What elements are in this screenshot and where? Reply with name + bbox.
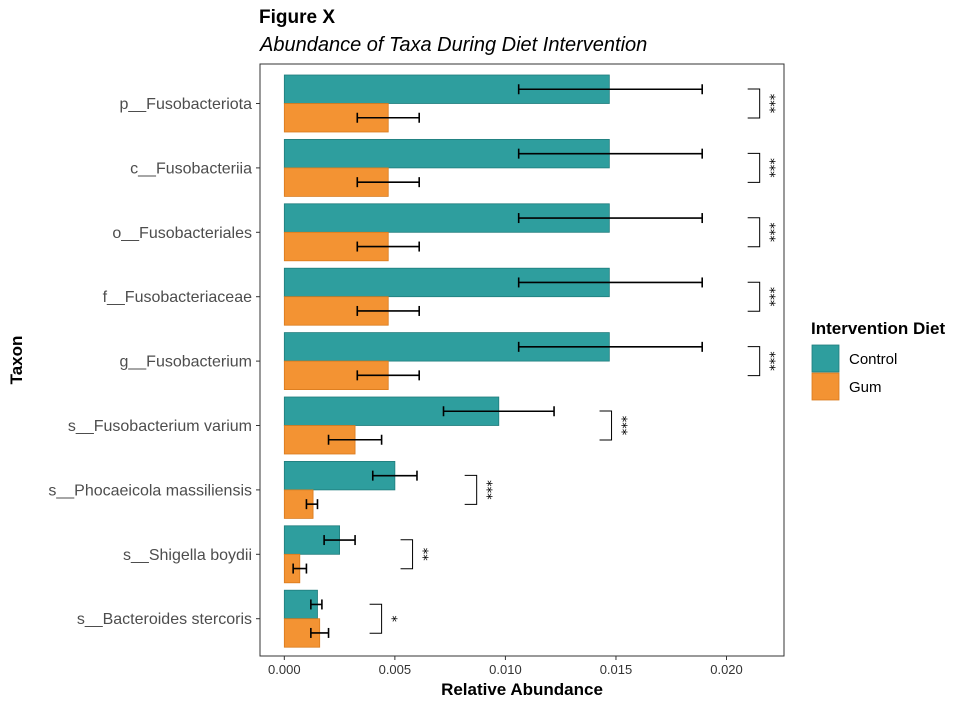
significance-bracket: [747, 88, 761, 119]
significance-label: **: [415, 548, 430, 562]
y-axis-title: Taxon: [7, 336, 26, 385]
significance-label: ***: [479, 480, 494, 500]
legend-title: Intervention Diet: [811, 319, 945, 338]
bar-gum: [283, 231, 389, 262]
significance-label: ***: [762, 223, 777, 243]
x-tick-label: 0.005: [379, 662, 412, 677]
y-tick-label: c__Fusobacteriia: [130, 160, 252, 177]
chart-title: Figure X: [259, 7, 335, 28]
significance-label: ***: [762, 287, 777, 307]
y-tick-label: s__Phocaeicola massiliensis: [48, 482, 252, 499]
x-axis-title: Relative Abundance: [441, 680, 603, 699]
significance-bracket: [747, 152, 761, 183]
significance-bracket: [747, 346, 761, 377]
y-tick-label: s__Shigella boydii: [123, 547, 252, 564]
y-tick-label: s__Fusobacterium varium: [68, 418, 252, 435]
significance-bracket: [400, 539, 414, 570]
significance-bracket: [747, 281, 761, 312]
significance-label: ***: [614, 416, 629, 436]
significance-bracket: [747, 217, 761, 248]
x-tick-label: 0.015: [600, 662, 633, 677]
legend-swatch-gum: [811, 372, 840, 401]
y-tick-label: s__Bacteroides stercoris: [77, 611, 252, 628]
y-tick-label: f__Fusobacteriaceae: [103, 289, 253, 306]
chart-marks: ************************: [283, 74, 777, 648]
significance-label: *: [384, 615, 399, 622]
significance-label: ***: [762, 351, 777, 371]
legend-label-gum: Gum: [849, 379, 882, 396]
chart-subtitle: Abundance of Taxa During Diet Interventi…: [259, 34, 647, 56]
y-tick-label: p__Fusobacteriota: [119, 96, 252, 113]
y-axis: p__Fusobacteriota c__Fusobacteriia o__Fuso…: [48, 96, 260, 628]
significance-label: ***: [762, 94, 777, 114]
significance-bracket: [599, 410, 613, 441]
legend-swatch-control: [811, 344, 840, 373]
x-tick-label: 0.020: [710, 662, 743, 677]
legend: Intervention Diet Control Gum: [811, 319, 945, 401]
y-tick-label: o__Fusobacteriales: [112, 225, 252, 242]
x-axis: 0.000 0.005 0.010 0.015 0.020: [268, 656, 743, 677]
x-tick-label: 0.000: [268, 662, 301, 677]
significance-label: ***: [762, 158, 777, 178]
y-tick-label: g__Fusobacterium: [119, 354, 252, 371]
x-tick-label: 0.010: [489, 662, 522, 677]
significance-bracket: [369, 603, 383, 634]
legend-label-control: Control: [849, 351, 897, 368]
significance-bracket: [464, 474, 478, 505]
